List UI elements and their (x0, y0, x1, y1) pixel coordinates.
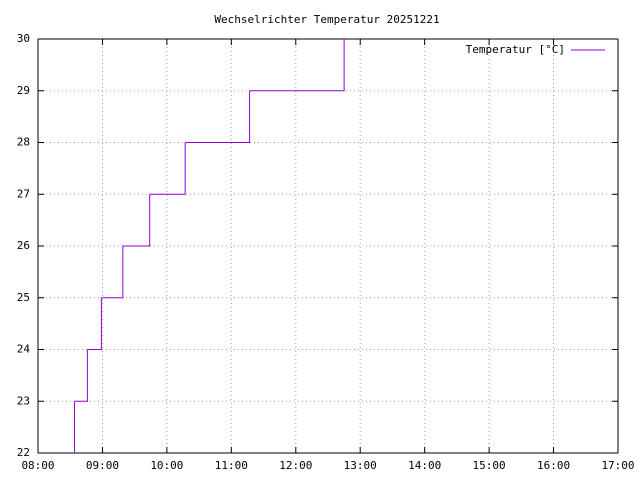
step-segment (185, 90, 251, 143)
x-tick-label: 17:00 (601, 459, 634, 472)
x-tick-label: 09:00 (86, 459, 119, 472)
plot-frame (37, 38, 619, 454)
step-segment (101, 246, 124, 299)
x-tick-label: 13:00 (344, 459, 377, 472)
y-tick-label: 30 (17, 32, 30, 45)
y-tick-label: 25 (17, 291, 30, 304)
step-segment (74, 349, 88, 402)
y-tick-label: 23 (17, 394, 30, 407)
x-tick-label: 11:00 (215, 459, 248, 472)
legend-label: Temperatur [°C] (466, 43, 565, 56)
y-tick-label: 27 (17, 187, 30, 200)
x-tick-label: 08:00 (21, 459, 54, 472)
y-tick-label: 29 (17, 84, 30, 97)
x-tick-label: 15:00 (473, 459, 506, 472)
step-segment (87, 297, 102, 350)
step-segment (149, 142, 186, 195)
y-tick-label: 24 (17, 343, 31, 356)
step-segment (122, 194, 151, 247)
chart-title: Wechselrichter Temperatur 20251221 (214, 13, 439, 26)
step-segment (249, 39, 345, 92)
y-tick-label: 26 (17, 239, 30, 252)
x-tick-label: 16:00 (537, 459, 570, 472)
y-tick-label: 28 (17, 136, 30, 149)
x-tick-label: 12:00 (279, 459, 312, 472)
x-tick-label: 14:00 (408, 459, 441, 472)
x-tick-label: 10:00 (150, 459, 183, 472)
y-tick-label: 22 (17, 446, 30, 459)
